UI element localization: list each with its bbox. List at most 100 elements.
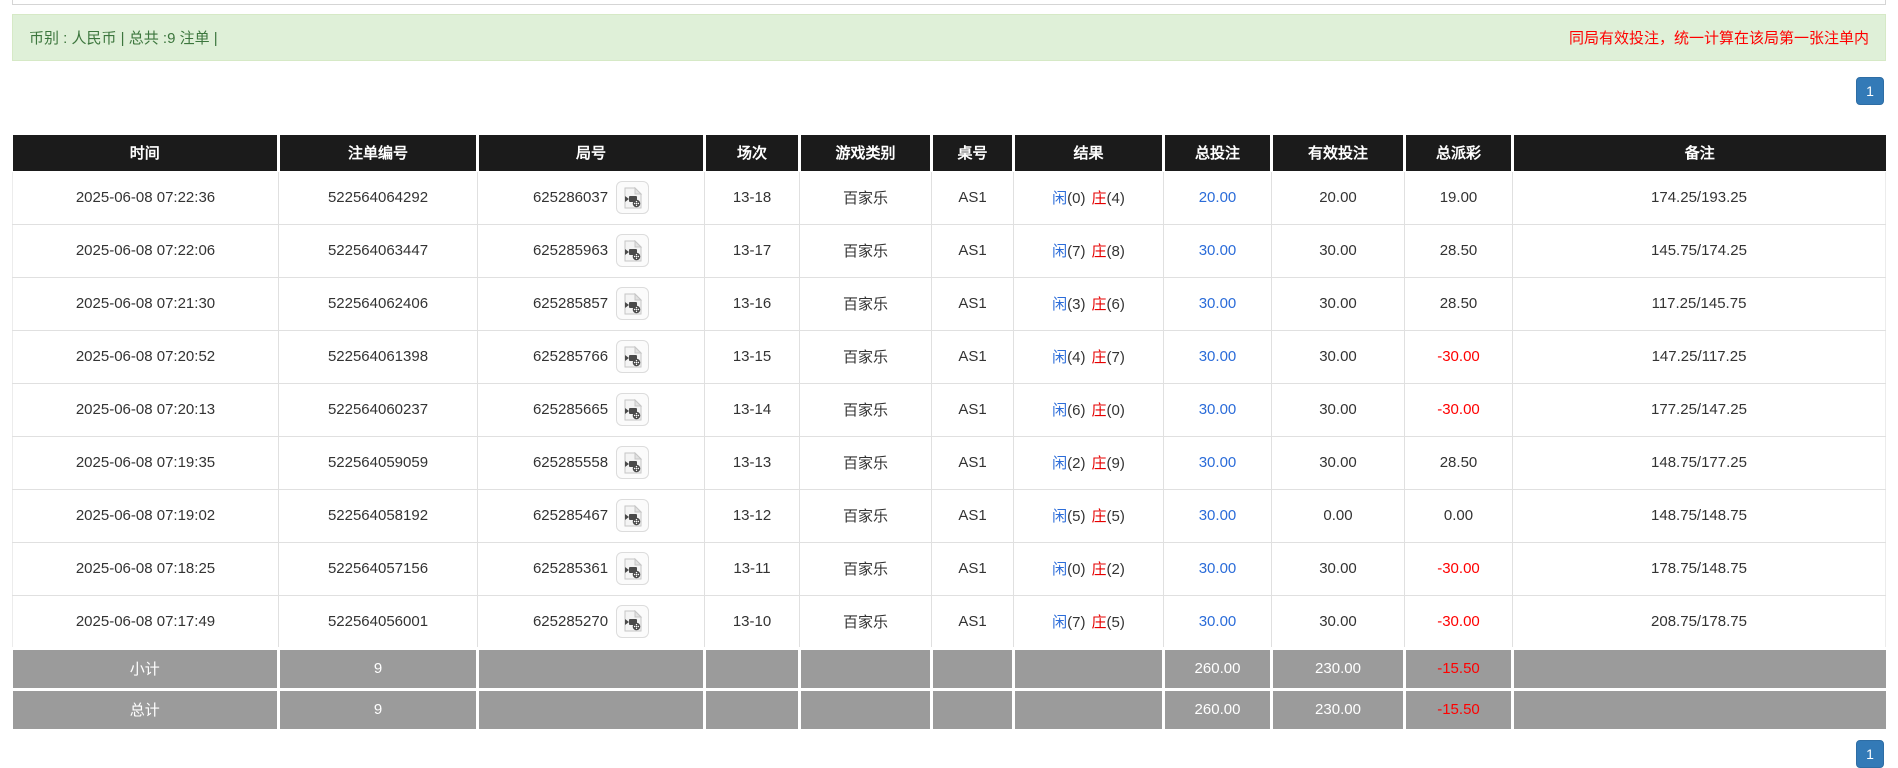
total-bet-link[interactable]: 30.00 — [1198, 242, 1237, 259]
bet-id-cell: 522564057156 — [278, 541, 478, 596]
banker-points: (6) — [1106, 296, 1125, 313]
player-points: (7) — [1067, 243, 1086, 260]
total-bet-cell: 30.00 — [1163, 435, 1272, 490]
valid-bet-cell: 20.00 — [1271, 170, 1405, 225]
result-cell: 闲(5) 庄(5) — [1013, 488, 1164, 543]
video-replay-button[interactable] — [616, 393, 650, 426]
total-bet-link[interactable]: 30.00 — [1198, 454, 1237, 471]
header-row: 时间 注单编号 局号 场次 游戏类别 桌号 结果 总投注 有效投注 总派彩 备注 — [12, 135, 1886, 172]
total-empty-game — [798, 687, 933, 732]
total-bet-link[interactable]: 20.00 — [1198, 189, 1237, 206]
round-id-cell: 625285665 — [477, 382, 705, 437]
column-header-game_type: 游戏类别 — [798, 135, 933, 172]
column-header-remark: 备注 — [1511, 135, 1886, 172]
remark-cell: 174.25/193.25 — [1512, 170, 1886, 225]
total-remark — [1511, 687, 1886, 732]
round-id-cell: 625285857 — [477, 276, 705, 331]
valid-bet-cell: 30.00 — [1271, 223, 1405, 278]
banker-label: 庄 — [1091, 613, 1107, 631]
currency-summary-text: 币别 : 人民币 | 总共 :9 注单 | — [29, 30, 218, 47]
subtotal-label: 小计 — [12, 646, 280, 691]
round-id-text: 625285361 — [532, 560, 609, 577]
payout-cell: -30.00 — [1404, 382, 1513, 437]
player-points: (5) — [1067, 508, 1086, 525]
total-bet-cell: 30.00 — [1163, 276, 1272, 331]
session-cell: 13-16 — [704, 276, 800, 331]
table-row: 2025-06-08 07:21:30 522564062406 6252858… — [12, 276, 1886, 331]
payout-cell: -30.00 — [1404, 541, 1513, 596]
result-cell: 闲(0) 庄(2) — [1013, 541, 1164, 596]
video-replay-button[interactable] — [616, 181, 650, 214]
session-cell: 13-10 — [704, 594, 800, 649]
table-no-cell: AS1 — [931, 488, 1014, 543]
settlement-notice-text: 同局有效投注，统一计算在该局第一张注单内 — [1568, 30, 1869, 47]
session-cell: 13-18 — [704, 170, 800, 225]
video-replay-button[interactable] — [616, 552, 650, 585]
video-replay-button[interactable] — [616, 446, 650, 479]
video-file-icon — [624, 239, 642, 261]
total-bet-link[interactable]: 30.00 — [1198, 295, 1237, 312]
round-id-text: 625285857 — [532, 295, 609, 312]
round-id-text: 625286037 — [532, 189, 609, 206]
player-label: 闲 — [1052, 561, 1068, 578]
video-file-icon — [624, 345, 642, 367]
result-cell: 闲(6) 庄(0) — [1013, 382, 1164, 437]
video-replay-button[interactable] — [616, 499, 650, 532]
result-cell: 闲(4) 庄(7) — [1013, 329, 1164, 384]
result-cell: 闲(7) 庄(8) — [1013, 223, 1164, 278]
total-payout: -15.50 — [1403, 687, 1514, 732]
round-id-text: 625285963 — [532, 242, 609, 259]
time-cell: 2025-06-08 07:19:35 — [12, 435, 279, 490]
column-header-total_bet: 总投注 — [1162, 135, 1273, 172]
valid-bet-cell: 30.00 — [1271, 594, 1405, 649]
total-bet-link[interactable]: 30.00 — [1198, 560, 1237, 577]
page-button-1-bottom[interactable]: 1 — [1856, 739, 1884, 768]
bet-id-cell: 522564060237 — [278, 382, 478, 437]
total-empty-table — [930, 687, 1015, 732]
video-file-icon — [624, 186, 642, 208]
total-total-bet: 260.00 — [1162, 687, 1273, 732]
remark-cell: 178.75/148.75 — [1512, 541, 1886, 596]
session-cell: 13-12 — [704, 488, 800, 543]
payout-cell: 28.50 — [1404, 276, 1513, 331]
subtotal-empty-round — [476, 646, 706, 691]
page-button-1[interactable]: 1 — [1856, 77, 1884, 105]
banker-label: 庄 — [1091, 455, 1107, 472]
column-header-bet_id: 注单编号 — [277, 135, 479, 172]
bet-records-table: 时间 注单编号 局号 场次 游戏类别 桌号 结果 总投注 有效投注 总派彩 备注 2025-06-0… — [12, 135, 1886, 732]
total-bet-link[interactable]: 30.00 — [1198, 612, 1237, 630]
player-label: 闲 — [1052, 508, 1068, 525]
video-file-icon — [624, 292, 642, 314]
remark-cell: 148.75/148.75 — [1512, 488, 1886, 543]
player-label: 闲 — [1052, 349, 1068, 366]
table-no-cell: AS1 — [931, 435, 1014, 490]
bet-id-cell: 522564059059 — [278, 435, 478, 490]
column-header-round_id: 局号 — [476, 135, 706, 172]
game-type-cell: 百家乐 — [799, 276, 932, 331]
video-replay-button[interactable] — [616, 604, 650, 638]
total-bet-link[interactable]: 30.00 — [1198, 507, 1237, 524]
game-type-cell: 百家乐 — [799, 170, 932, 225]
valid-bet-cell: 30.00 — [1271, 541, 1405, 596]
column-header-valid_bet: 有效投注 — [1270, 135, 1406, 172]
video-replay-button[interactable] — [616, 340, 650, 373]
round-id-text: 625285665 — [532, 401, 609, 418]
video-replay-button[interactable] — [616, 234, 650, 267]
banker-points: (7) — [1106, 349, 1125, 366]
video-replay-button[interactable] — [616, 287, 650, 320]
video-file-icon — [624, 610, 642, 632]
total-bet-link[interactable]: 30.00 — [1198, 401, 1237, 418]
video-file-icon — [624, 504, 642, 526]
round-id-cell: 625286037 — [477, 170, 705, 225]
bet-id-cell: 522564058192 — [278, 488, 478, 543]
total-bet-cell: 30.00 — [1163, 382, 1272, 437]
total-bet-link[interactable]: 30.00 — [1198, 348, 1237, 365]
payout-cell: 19.00 — [1404, 170, 1513, 225]
table-no-cell: AS1 — [931, 329, 1014, 384]
result-cell: 闲(0) 庄(4) — [1013, 170, 1164, 225]
banker-points: (9) — [1106, 455, 1125, 472]
valid-bet-cell: 30.00 — [1271, 382, 1405, 437]
banker-label: 庄 — [1091, 349, 1107, 366]
valid-bet-cell: 0.00 — [1271, 488, 1405, 543]
subtotal-valid-bet: 230.00 — [1270, 646, 1406, 691]
